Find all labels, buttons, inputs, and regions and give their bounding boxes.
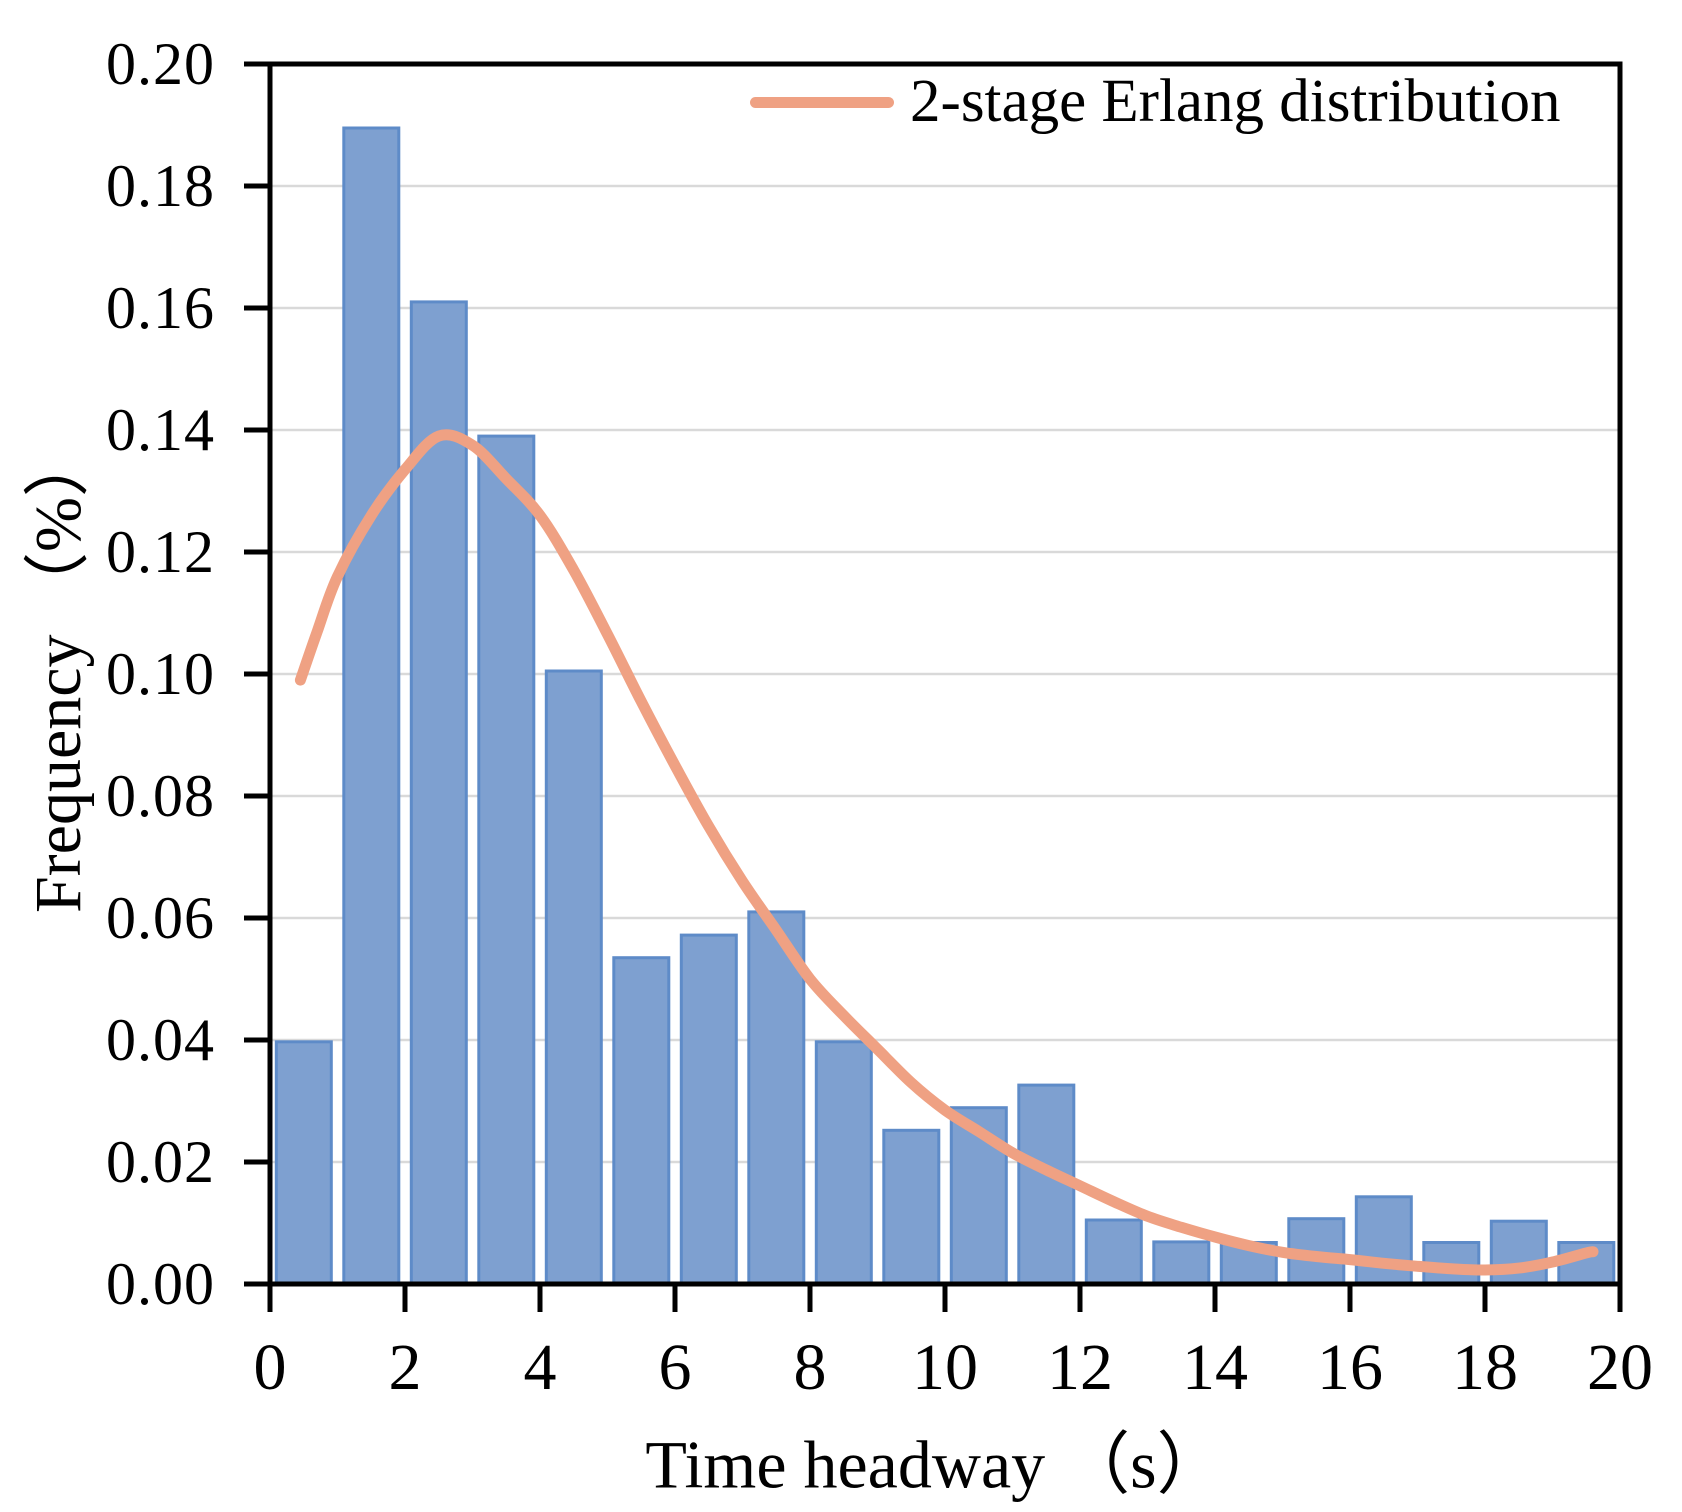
y-tick-label: 0.20 (106, 31, 215, 97)
x-tick-label: 10 (912, 1331, 978, 1404)
x-tick-label: 6 (658, 1331, 692, 1404)
x-tick-label: 8 (793, 1331, 827, 1404)
histogram-bar (544, 669, 603, 1286)
x-axis-title: Time headway （s） (645, 1426, 1225, 1503)
histogram-bar (477, 434, 536, 1286)
histogram-bar (1152, 1240, 1211, 1286)
x-tick-label: 18 (1452, 1331, 1518, 1404)
x-tick-label: 20 (1587, 1331, 1653, 1404)
y-tick-label: 0.04 (106, 1007, 215, 1073)
x-tick-label: 14 (1182, 1331, 1248, 1404)
erlang-curve (294, 429, 1599, 1276)
histogram-bar (679, 933, 738, 1286)
histogram-bar (612, 956, 671, 1286)
histogram-bar (882, 1128, 941, 1286)
y-tick-label: 0.16 (106, 275, 215, 341)
x-tick-label: 4 (523, 1331, 557, 1404)
y-tick-label: 0.06 (106, 885, 215, 951)
x-tick-label: 12 (1047, 1331, 1113, 1404)
y-tick-label: 0.14 (106, 397, 215, 463)
y-tick-label: 0.08 (106, 763, 215, 829)
histogram-bar (342, 126, 401, 1286)
y-tick-label: 0.02 (106, 1129, 215, 1195)
x-tick-label: 16 (1317, 1331, 1383, 1404)
histogram-bar (409, 300, 468, 1286)
histogram-bar (814, 1040, 873, 1286)
y-tick-label: 0.18 (106, 153, 215, 219)
y-tick-label: 0.10 (106, 641, 215, 707)
y-tick-label: 0.12 (106, 519, 215, 585)
x-tick-label: 2 (388, 1331, 422, 1404)
histogram-bar (274, 1040, 333, 1286)
x-tick-label: 0 (253, 1331, 287, 1404)
legend-line-swatch (750, 96, 894, 108)
legend: 2-stage Erlang distribution (750, 66, 1561, 138)
y-tick-label: 0.00 (106, 1251, 215, 1317)
histogram-bar (1354, 1195, 1413, 1286)
legend-label: 2-stage Erlang distribution (910, 68, 1561, 135)
histogram-bar (1084, 1218, 1143, 1286)
